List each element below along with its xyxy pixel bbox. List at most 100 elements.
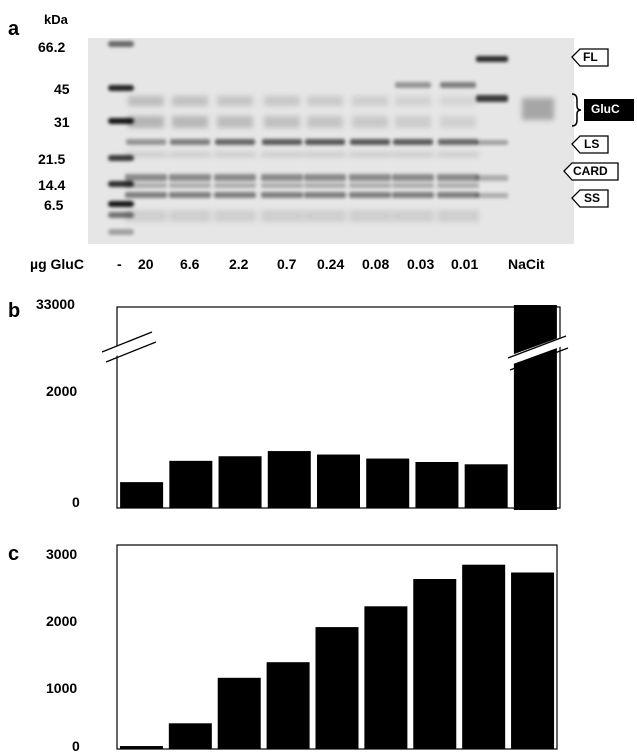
lane-label-marker: - bbox=[117, 256, 122, 272]
gel-band bbox=[437, 183, 479, 188]
gel-smear bbox=[217, 116, 253, 128]
gel-smear bbox=[261, 210, 303, 222]
chart-c-bar bbox=[315, 627, 359, 749]
gel-smear bbox=[217, 96, 253, 106]
gel-smear bbox=[169, 152, 211, 157]
gel-band-ls bbox=[170, 139, 210, 145]
gel-smear bbox=[264, 96, 300, 106]
gel-smear bbox=[522, 98, 554, 120]
lane-label-2: 6.6 bbox=[180, 256, 200, 272]
chart-c-bar bbox=[511, 572, 555, 749]
marker-band bbox=[108, 41, 134, 47]
mw-unit-label: kDa bbox=[44, 12, 68, 27]
lane-axis-label: µg GluC bbox=[30, 256, 84, 272]
chart-b-ytick-1: 2000 bbox=[46, 383, 78, 399]
chart-b-break-line bbox=[509, 347, 569, 371]
mw-marker-21: 21.5 bbox=[38, 151, 66, 167]
gel-smear bbox=[264, 116, 300, 128]
chart-b-bar bbox=[366, 458, 410, 508]
gel-band-card bbox=[261, 174, 303, 181]
chart-b-bar bbox=[464, 464, 508, 508]
gel-smear bbox=[214, 210, 256, 222]
chart-b-bar bbox=[513, 305, 557, 510]
chart-b-bar bbox=[120, 482, 164, 508]
gel-band bbox=[392, 183, 434, 188]
lane-label-1: 20 bbox=[138, 256, 154, 272]
gel-band-ls bbox=[262, 139, 302, 145]
chart-c-bar bbox=[119, 746, 163, 749]
chart-b-break-gap-left bbox=[100, 330, 160, 361]
ss-tag-shape bbox=[571, 189, 609, 208]
gel-band-card bbox=[214, 174, 256, 181]
gel-smear bbox=[128, 116, 164, 128]
gluc-bracket bbox=[571, 93, 582, 127]
gel-band-card bbox=[349, 174, 391, 181]
chart-c-bar bbox=[266, 662, 310, 749]
gel-smear bbox=[392, 152, 434, 157]
gel-smear bbox=[169, 210, 211, 222]
gel-band-card bbox=[125, 174, 167, 181]
chart-b-break-line bbox=[105, 341, 157, 363]
mw-marker-31: 31 bbox=[54, 114, 70, 130]
gel-smear bbox=[440, 96, 476, 106]
gel-band-ls bbox=[215, 139, 255, 145]
lane-label-4: 0.7 bbox=[277, 256, 297, 272]
gel-band-ss bbox=[214, 192, 256, 198]
gel-smear bbox=[352, 116, 388, 128]
tag-ss-text: SS bbox=[584, 191, 601, 205]
gel-smear bbox=[172, 116, 208, 128]
gel-band-card bbox=[304, 174, 346, 181]
chart-c-bar bbox=[413, 579, 457, 749]
chart-b-ytick-2: 0 bbox=[72, 494, 80, 510]
tag-gluc-text: GluC bbox=[591, 102, 620, 116]
chart-b-bar bbox=[218, 456, 262, 508]
gel-band bbox=[476, 140, 508, 145]
gel-band-ss bbox=[169, 192, 211, 198]
gel-band bbox=[476, 95, 508, 102]
panel-b-letter: b bbox=[8, 300, 21, 322]
gel-band-fl bbox=[476, 56, 508, 62]
gel-band-ss bbox=[392, 192, 434, 198]
gel-band-card bbox=[392, 174, 434, 181]
mw-marker-14: 14.4 bbox=[38, 177, 66, 193]
fl-tag-shape bbox=[571, 48, 609, 67]
chart-c-bar bbox=[168, 723, 212, 749]
lane-label-7: 0.03 bbox=[407, 256, 435, 272]
marker-band bbox=[108, 118, 134, 124]
tag-card-text: CARD bbox=[573, 164, 608, 178]
chart-b-break-line bbox=[101, 331, 153, 353]
gel-band bbox=[214, 183, 256, 188]
chart-c-ytick-0: 3000 bbox=[46, 546, 78, 562]
gel-band-ss bbox=[349, 192, 391, 198]
gel-smear bbox=[304, 210, 346, 222]
gel-band bbox=[169, 183, 211, 188]
gel-smear bbox=[437, 152, 479, 157]
gel-band-gluc bbox=[440, 82, 476, 88]
gel-smear bbox=[395, 116, 431, 128]
panel-c-letter: c bbox=[8, 543, 20, 565]
chart-c-ytick-1: 2000 bbox=[46, 613, 78, 629]
gel-smear bbox=[352, 96, 388, 106]
mw-marker-66: 66.2 bbox=[38, 39, 66, 55]
gel-band-card bbox=[169, 174, 211, 181]
mw-marker-45: 45 bbox=[54, 81, 70, 97]
lane-label-3: 2.2 bbox=[229, 256, 249, 272]
marker-band bbox=[108, 201, 134, 207]
gel-smear bbox=[307, 96, 343, 106]
gel-smear bbox=[125, 210, 167, 222]
band-tags bbox=[563, 48, 634, 208]
mw-marker-6: 6.5 bbox=[44, 197, 64, 213]
chart-b-break-line bbox=[507, 335, 567, 359]
gel-smear bbox=[304, 152, 346, 157]
chart-c-ytick-3: 0 bbox=[72, 738, 80, 754]
chart-b-bar bbox=[267, 451, 311, 508]
gluc-tag-shape bbox=[584, 99, 634, 121]
gel-image bbox=[88, 38, 574, 244]
gel-smear bbox=[307, 116, 343, 128]
lane-label-8: 0.01 bbox=[451, 256, 479, 272]
gel-band bbox=[476, 175, 508, 181]
gel-smear bbox=[125, 152, 167, 157]
chart-b-break-gap-right bbox=[508, 336, 566, 365]
panel-a-letter: a bbox=[8, 18, 20, 40]
